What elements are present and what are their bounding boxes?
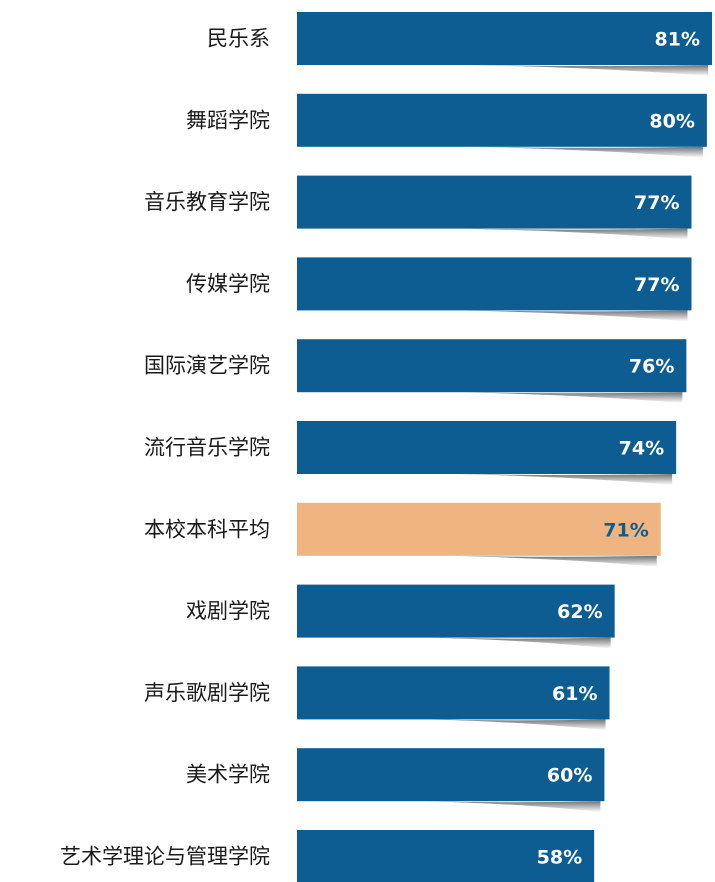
bar-group: 国际演艺学院 76% — [144, 339, 687, 404]
bar-shadow — [449, 555, 657, 567]
value-label: 60% — [547, 765, 592, 787]
bar — [297, 830, 595, 882]
value-label: 77% — [634, 274, 679, 296]
value-label: 58% — [537, 847, 582, 869]
bar-group: 音乐教育学院 77% — [144, 175, 692, 240]
bar-group: 艺术学理论与管理学院 58% — [60, 830, 595, 882]
bar-shadow — [460, 392, 683, 404]
bar — [297, 584, 615, 638]
category-label: 传媒学院 — [186, 272, 270, 296]
value-label: 61% — [552, 683, 597, 705]
category-label: 声乐歌剧学院 — [144, 681, 270, 705]
bars-layer: 民乐系 81% 舞蹈学院 80% 音乐教育学院 77% 传媒学院 77% 国际演艺学院 76% 流行… — [60, 12, 712, 882]
category-label: 民乐系 — [207, 27, 270, 51]
category-label: 美术学院 — [186, 763, 270, 787]
bar-shadow — [462, 310, 688, 322]
bar-shadow — [428, 719, 606, 731]
category-label: 音乐教育学院 — [144, 190, 270, 214]
value-label: 76% — [629, 356, 674, 378]
bar — [297, 339, 687, 393]
category-label: 国际演艺学院 — [144, 354, 270, 378]
bar — [297, 175, 692, 229]
category-label: 舞蹈学院 — [186, 108, 270, 132]
bar-shadow — [426, 801, 601, 813]
bar-group: 声乐歌剧学院 61% — [144, 666, 610, 731]
bar — [297, 93, 707, 147]
bar-group: 流行音乐学院 74% — [144, 421, 677, 485]
category-label: 本校本科平均 — [144, 517, 270, 541]
bar-shadow — [430, 637, 611, 649]
category-label: 戏剧学院 — [186, 599, 270, 623]
bar-group: 传媒学院 77% — [186, 257, 692, 322]
value-label: 74% — [619, 438, 664, 460]
bar-shadow — [462, 228, 688, 240]
category-label: 流行音乐学院 — [144, 436, 270, 460]
bar — [297, 666, 610, 720]
bar-group: 戏剧学院 62% — [186, 584, 615, 649]
bar-shadow — [471, 65, 708, 76]
bar — [297, 748, 605, 802]
value-label: 62% — [557, 601, 602, 623]
bar-group: 民乐系 81% — [207, 12, 712, 76]
value-label: 71% — [603, 519, 648, 541]
bar-shadow — [469, 146, 703, 158]
value-label: 81% — [655, 29, 700, 51]
bar — [297, 12, 712, 65]
bar-average — [297, 502, 661, 556]
category-label: 艺术学理论与管理学院 — [60, 845, 270, 869]
bar-shadow — [456, 474, 673, 485]
bar — [297, 257, 692, 311]
bar-group: 本校本科平均 71% — [144, 502, 661, 567]
bar-group: 美术学院 60% — [186, 748, 605, 813]
value-label: 77% — [634, 192, 679, 214]
bar — [297, 421, 677, 474]
value-label: 80% — [649, 110, 694, 132]
bar-group: 舞蹈学院 80% — [186, 93, 707, 158]
